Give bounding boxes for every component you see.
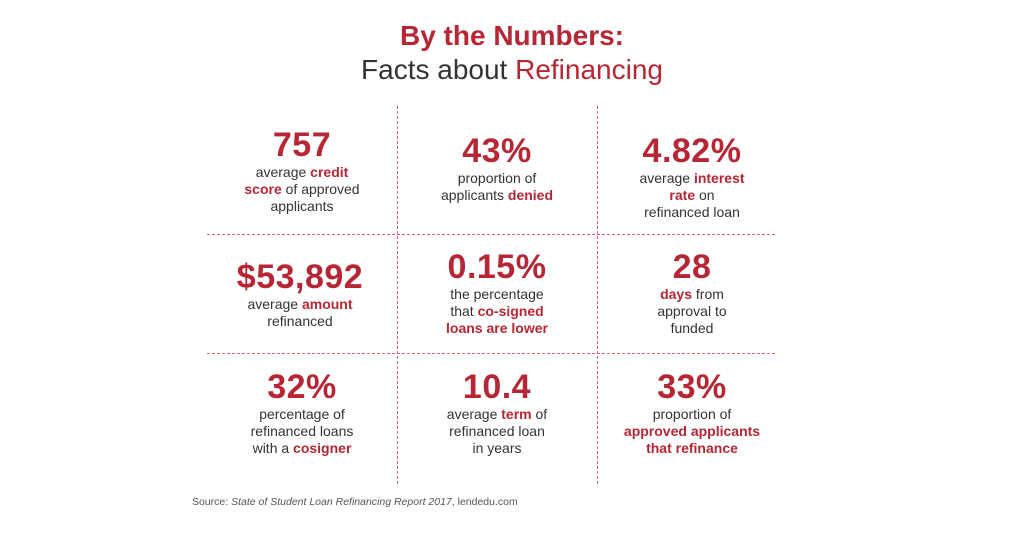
stat-value: 0.15% [447,248,547,286]
stat-days-to-funded: 28 days from approval to funded [597,248,787,337]
desc-highlight: term [501,406,532,422]
desc-text: in years [472,440,522,456]
stat-loan-term: 10.4 average term of refinanced loan in … [397,368,597,457]
desc-text: of approved [281,181,360,197]
desc-text: approval to [657,303,727,319]
desc-highlight: denied [507,187,554,203]
desc-highlight: loans are lower [446,320,548,336]
stat-value: 33% [657,368,727,406]
desc-text: proportion of [457,170,537,186]
desc-text: funded [670,320,714,336]
page-subtitle: Facts about Refinancing [0,54,1024,86]
stat-value: 757 [272,126,332,164]
desc-text: average [446,406,502,422]
subtitle-accent: Refinancing [515,54,663,85]
stat-value: 4.82% [642,132,742,170]
desc-text: refinanced loans [250,423,354,439]
desc-highlight: score [244,181,282,197]
desc-text: refinanced loan [449,423,545,439]
stat-approved-refinance: 33% proportion of approved applicants th… [597,368,787,457]
source-suffix: , lendedu.com [451,496,518,508]
desc-text: on [695,187,715,203]
desc-text: refinanced [267,313,333,329]
vertical-divider-right [597,106,598,484]
source-report-title: State of Student Loan Refinancing Report… [231,496,452,508]
stat-description: proportion of approved applicants that r… [597,406,787,457]
stat-applicants-denied: 43% proportion of applicants denied [397,132,597,204]
desc-text: refinanced loan [644,204,740,220]
desc-highlight: approved applicants [623,423,761,439]
stat-interest-rate: 4.82% average interest rate on refinance… [597,132,787,221]
subtitle-prefix: Facts about [361,54,516,85]
desc-text: average [255,164,311,180]
stat-cosigned-loans: 0.15% the percentage that co-signed loan… [397,248,597,337]
desc-text: applicants [440,187,508,203]
stat-cosigner-percentage: 32% percentage of refinanced loans with … [207,368,397,457]
stat-average-amount: $53,892 average amount refinanced [200,258,400,330]
stat-description: the percentage that co-signed loans are … [397,286,597,337]
source-citation: Source: State of Student Loan Refinancin… [192,496,518,508]
desc-text: that [450,303,478,319]
stat-value: $53,892 [236,258,364,296]
stat-description: percentage of refinanced loans with a co… [207,406,397,457]
vertical-divider-left [397,106,398,484]
desc-highlight: rate [669,187,696,203]
desc-highlight: credit [310,164,349,180]
desc-highlight: interest [693,170,745,186]
desc-text: applicants [270,198,334,214]
stat-description: proportion of applicants denied [397,170,597,204]
desc-text: average [639,170,694,186]
stat-value: 10.4 [462,368,532,406]
stat-value: 32% [267,368,337,406]
desc-highlight: amount [301,296,353,312]
desc-text: average [247,296,302,312]
desc-text: proportion of [652,406,732,422]
stat-credit-score: 757 average credit score of approved app… [207,126,397,215]
desc-text: of [531,406,548,422]
desc-text: percentage of [259,406,345,422]
desc-text: from [692,286,724,302]
desc-highlight: that refinance [646,440,738,456]
desc-highlight: days [660,286,693,302]
stat-value: 28 [672,248,712,286]
desc-text: with a [252,440,294,456]
stat-description: average term of refinanced loan in years [397,406,597,457]
horizontal-divider-bottom [207,353,775,354]
stat-description: average credit score of approved applica… [207,164,397,215]
page-title: By the Numbers: [399,20,625,51]
desc-highlight: co-signed [477,303,544,319]
desc-text: the percentage [450,286,544,302]
source-prefix: Source: [192,496,232,508]
stat-description: days from approval to funded [597,286,787,337]
horizontal-divider-top [207,234,775,235]
desc-highlight: cosigner [293,440,352,456]
stat-description: average amount refinanced [200,296,400,330]
stat-value: 43% [462,132,532,170]
stat-description: average interest rate on refinanced loan [597,170,787,221]
